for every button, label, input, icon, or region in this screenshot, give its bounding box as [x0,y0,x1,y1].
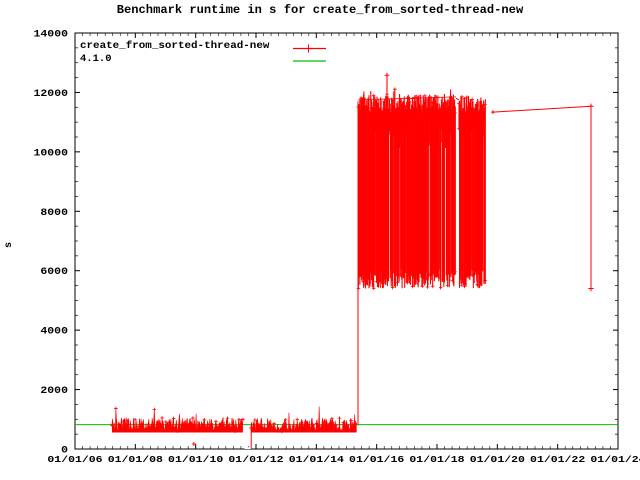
svg-text:8000: 8000 [40,208,68,219]
svg-text:create_from_sorted-thread-new: create_from_sorted-thread-new [80,40,270,52]
svg-text:4000: 4000 [40,327,68,338]
svg-text:10000: 10000 [34,148,69,159]
svg-text:s: s [4,242,15,248]
svg-text:4.1.0: 4.1.0 [80,53,112,65]
svg-text:01/01/14: 01/01/14 [289,454,345,465]
svg-text:01/01/24: 01/01/24 [590,454,640,465]
svg-text:01/01/12: 01/01/12 [228,454,284,465]
svg-text:2000: 2000 [40,386,68,397]
svg-text:01/01/20: 01/01/20 [470,454,526,465]
svg-text:01/01/16: 01/01/16 [349,454,405,465]
svg-text:01/01/22: 01/01/22 [530,454,586,465]
svg-text:01/01/18: 01/01/18 [409,454,465,465]
svg-text:01/01/08: 01/01/08 [108,454,164,465]
svg-text:6000: 6000 [40,267,68,278]
svg-text:01/01/06: 01/01/06 [47,454,103,465]
svg-text:01/01/10: 01/01/10 [168,454,224,465]
svg-text:14000: 14000 [34,30,69,41]
svg-text:12000: 12000 [34,89,69,100]
svg-text:Benchmark runtime in s for cre: Benchmark runtime in s for create_from_s… [117,3,524,17]
